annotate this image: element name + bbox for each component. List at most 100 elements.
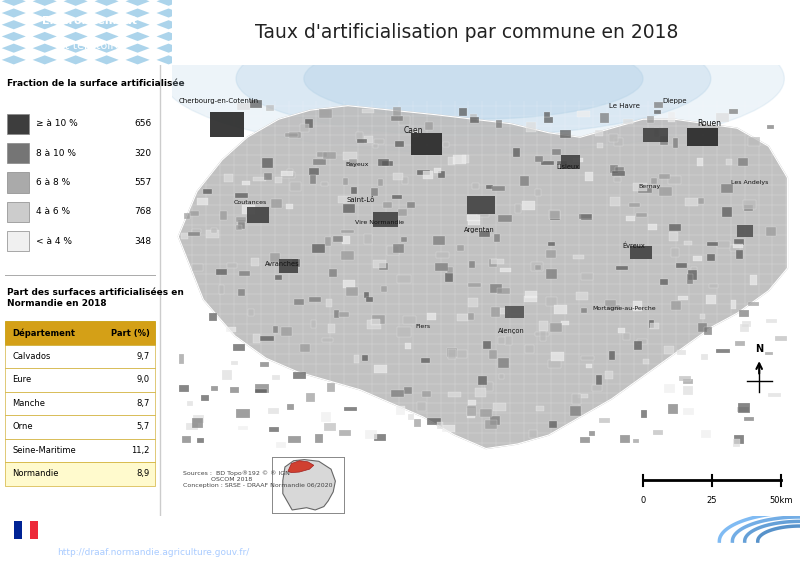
Bar — [664, 384, 674, 393]
Bar — [549, 421, 557, 428]
Bar — [442, 426, 455, 432]
Bar — [281, 327, 292, 336]
Bar — [349, 159, 357, 166]
Bar — [577, 112, 590, 117]
Bar — [710, 284, 718, 288]
Bar — [251, 258, 258, 265]
Text: < à 4 %: < à 4 % — [36, 237, 72, 246]
Bar — [343, 280, 355, 288]
Bar — [231, 361, 238, 365]
Text: Avranches: Avranches — [265, 260, 299, 267]
Bar — [310, 175, 316, 184]
Text: Mortagne-au-Perche: Mortagne-au-Perche — [592, 306, 656, 311]
Ellipse shape — [162, 4, 784, 153]
Bar — [750, 276, 757, 285]
Bar — [427, 418, 441, 425]
FancyBboxPatch shape — [5, 462, 155, 486]
Bar — [437, 422, 443, 429]
Bar — [479, 231, 490, 237]
Bar — [334, 235, 342, 242]
Bar — [546, 269, 557, 279]
Bar — [266, 105, 274, 112]
Polygon shape — [94, 8, 118, 18]
Bar — [466, 406, 477, 415]
Bar — [698, 323, 706, 332]
Bar — [198, 199, 208, 205]
Polygon shape — [64, 0, 88, 6]
Bar — [255, 384, 269, 393]
Bar — [300, 344, 310, 352]
Polygon shape — [157, 8, 181, 18]
Bar — [14, 521, 22, 539]
Bar — [637, 338, 647, 344]
Polygon shape — [157, 20, 181, 29]
Text: Orne: Orne — [12, 422, 33, 431]
Bar — [374, 434, 386, 441]
Bar — [707, 242, 718, 246]
Bar — [323, 152, 336, 159]
Bar — [634, 341, 642, 350]
Text: Environnement: Environnement — [42, 16, 137, 26]
Bar — [242, 205, 255, 214]
Bar — [468, 400, 476, 405]
Text: Part (%): Part (%) — [110, 328, 150, 337]
FancyBboxPatch shape — [7, 231, 30, 251]
Bar — [315, 434, 323, 443]
Polygon shape — [64, 55, 88, 65]
Text: Cherbourg-en-Cotentin: Cherbourg-en-Cotentin — [179, 98, 259, 104]
Text: Eure: Eure — [12, 375, 31, 384]
Bar — [535, 188, 541, 196]
Text: Direction Régionale de l'Alimentation, de l'Agriculture et de la Forêt (DRAAF) N: Direction Régionale de l'Alimentation, d… — [58, 525, 582, 535]
Bar — [273, 325, 278, 333]
Bar — [505, 336, 512, 345]
Bar — [211, 228, 218, 233]
Bar — [372, 315, 385, 324]
Text: Lisieux: Lisieux — [556, 164, 579, 170]
Bar — [423, 171, 433, 179]
Bar — [722, 207, 732, 217]
Bar — [701, 354, 708, 360]
Polygon shape — [187, 55, 211, 65]
Text: Manche: Manche — [12, 399, 45, 408]
Polygon shape — [94, 32, 118, 41]
Bar — [726, 160, 732, 165]
Bar — [328, 324, 335, 333]
Bar — [222, 370, 232, 380]
Bar — [581, 214, 592, 220]
Bar — [748, 302, 758, 306]
Bar — [595, 130, 603, 136]
Bar — [468, 298, 478, 307]
Bar — [545, 117, 553, 123]
Polygon shape — [187, 8, 211, 18]
Bar — [247, 207, 270, 223]
Bar — [278, 259, 298, 273]
Text: 25: 25 — [707, 496, 718, 505]
Bar — [343, 152, 357, 160]
Bar — [706, 295, 716, 305]
Bar — [734, 435, 744, 444]
Bar — [453, 156, 466, 165]
Bar — [282, 172, 295, 178]
Bar — [374, 365, 387, 373]
Bar — [378, 263, 387, 269]
Bar — [434, 236, 445, 245]
Bar — [264, 173, 272, 181]
Bar — [390, 390, 404, 397]
Bar — [219, 285, 224, 294]
Bar — [271, 199, 282, 208]
Bar — [285, 133, 298, 137]
Polygon shape — [2, 20, 26, 29]
Bar — [220, 211, 227, 220]
Bar — [654, 110, 661, 114]
Bar — [397, 327, 410, 337]
Bar — [364, 234, 372, 243]
Bar — [490, 417, 500, 426]
Polygon shape — [64, 32, 88, 41]
Bar — [679, 376, 691, 381]
Bar — [739, 310, 749, 317]
Bar — [614, 177, 622, 182]
Bar — [475, 388, 486, 397]
Bar — [398, 209, 406, 216]
Polygon shape — [288, 461, 314, 473]
Bar — [197, 438, 203, 444]
